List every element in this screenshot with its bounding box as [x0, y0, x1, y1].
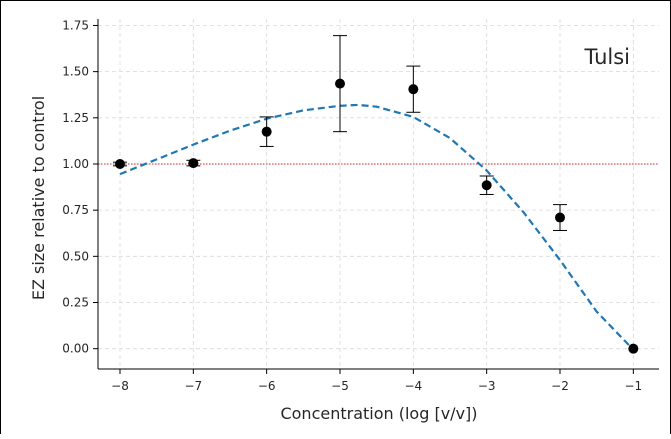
data-point [261, 126, 272, 137]
data-point [555, 212, 565, 223]
fit-curve [119, 103, 635, 351]
y-tick-label: 0.50 [62, 249, 89, 263]
x-tick-label: −4 [404, 379, 422, 393]
data-points-group [113, 35, 639, 354]
x-axis-title: Concentration (log [v/v]) [280, 404, 477, 423]
data-point [408, 84, 419, 95]
grid [98, 19, 659, 369]
y-tick-label: 1.00 [62, 157, 89, 171]
y-tick-label: 1.50 [62, 65, 89, 79]
y-tick-label: 1.75 [62, 18, 89, 32]
x-tick-label: −7 [184, 379, 202, 393]
fit-curve-group [119, 103, 635, 351]
chart-annotation: Tulsi [583, 45, 630, 69]
data-point [481, 180, 492, 191]
data-point [115, 158, 125, 169]
x-tick-label: −6 [258, 379, 276, 393]
data-point [335, 78, 345, 89]
y-tick-label: 0.00 [62, 342, 89, 356]
x-tick-label: −3 [478, 379, 496, 393]
x-tick-label: −1 [624, 379, 642, 393]
y-tick-label: 0.75 [62, 203, 89, 217]
y-axis-title: EZ size relative to control [29, 96, 48, 300]
x-tick-label: −5 [331, 379, 349, 393]
y-tick-label: 1.25 [62, 111, 89, 125]
data-point [188, 158, 199, 169]
x-tick-label: −2 [551, 379, 569, 393]
data-point [628, 343, 639, 354]
axes: −8 −7 −6 −5 −4 −3 −2 −1 0.00 0.25 0.50 0.75 1.00 1.25… [62, 18, 659, 393]
x-tick-label: −8 [111, 379, 129, 393]
y-tick-label: 0.25 [62, 296, 89, 310]
